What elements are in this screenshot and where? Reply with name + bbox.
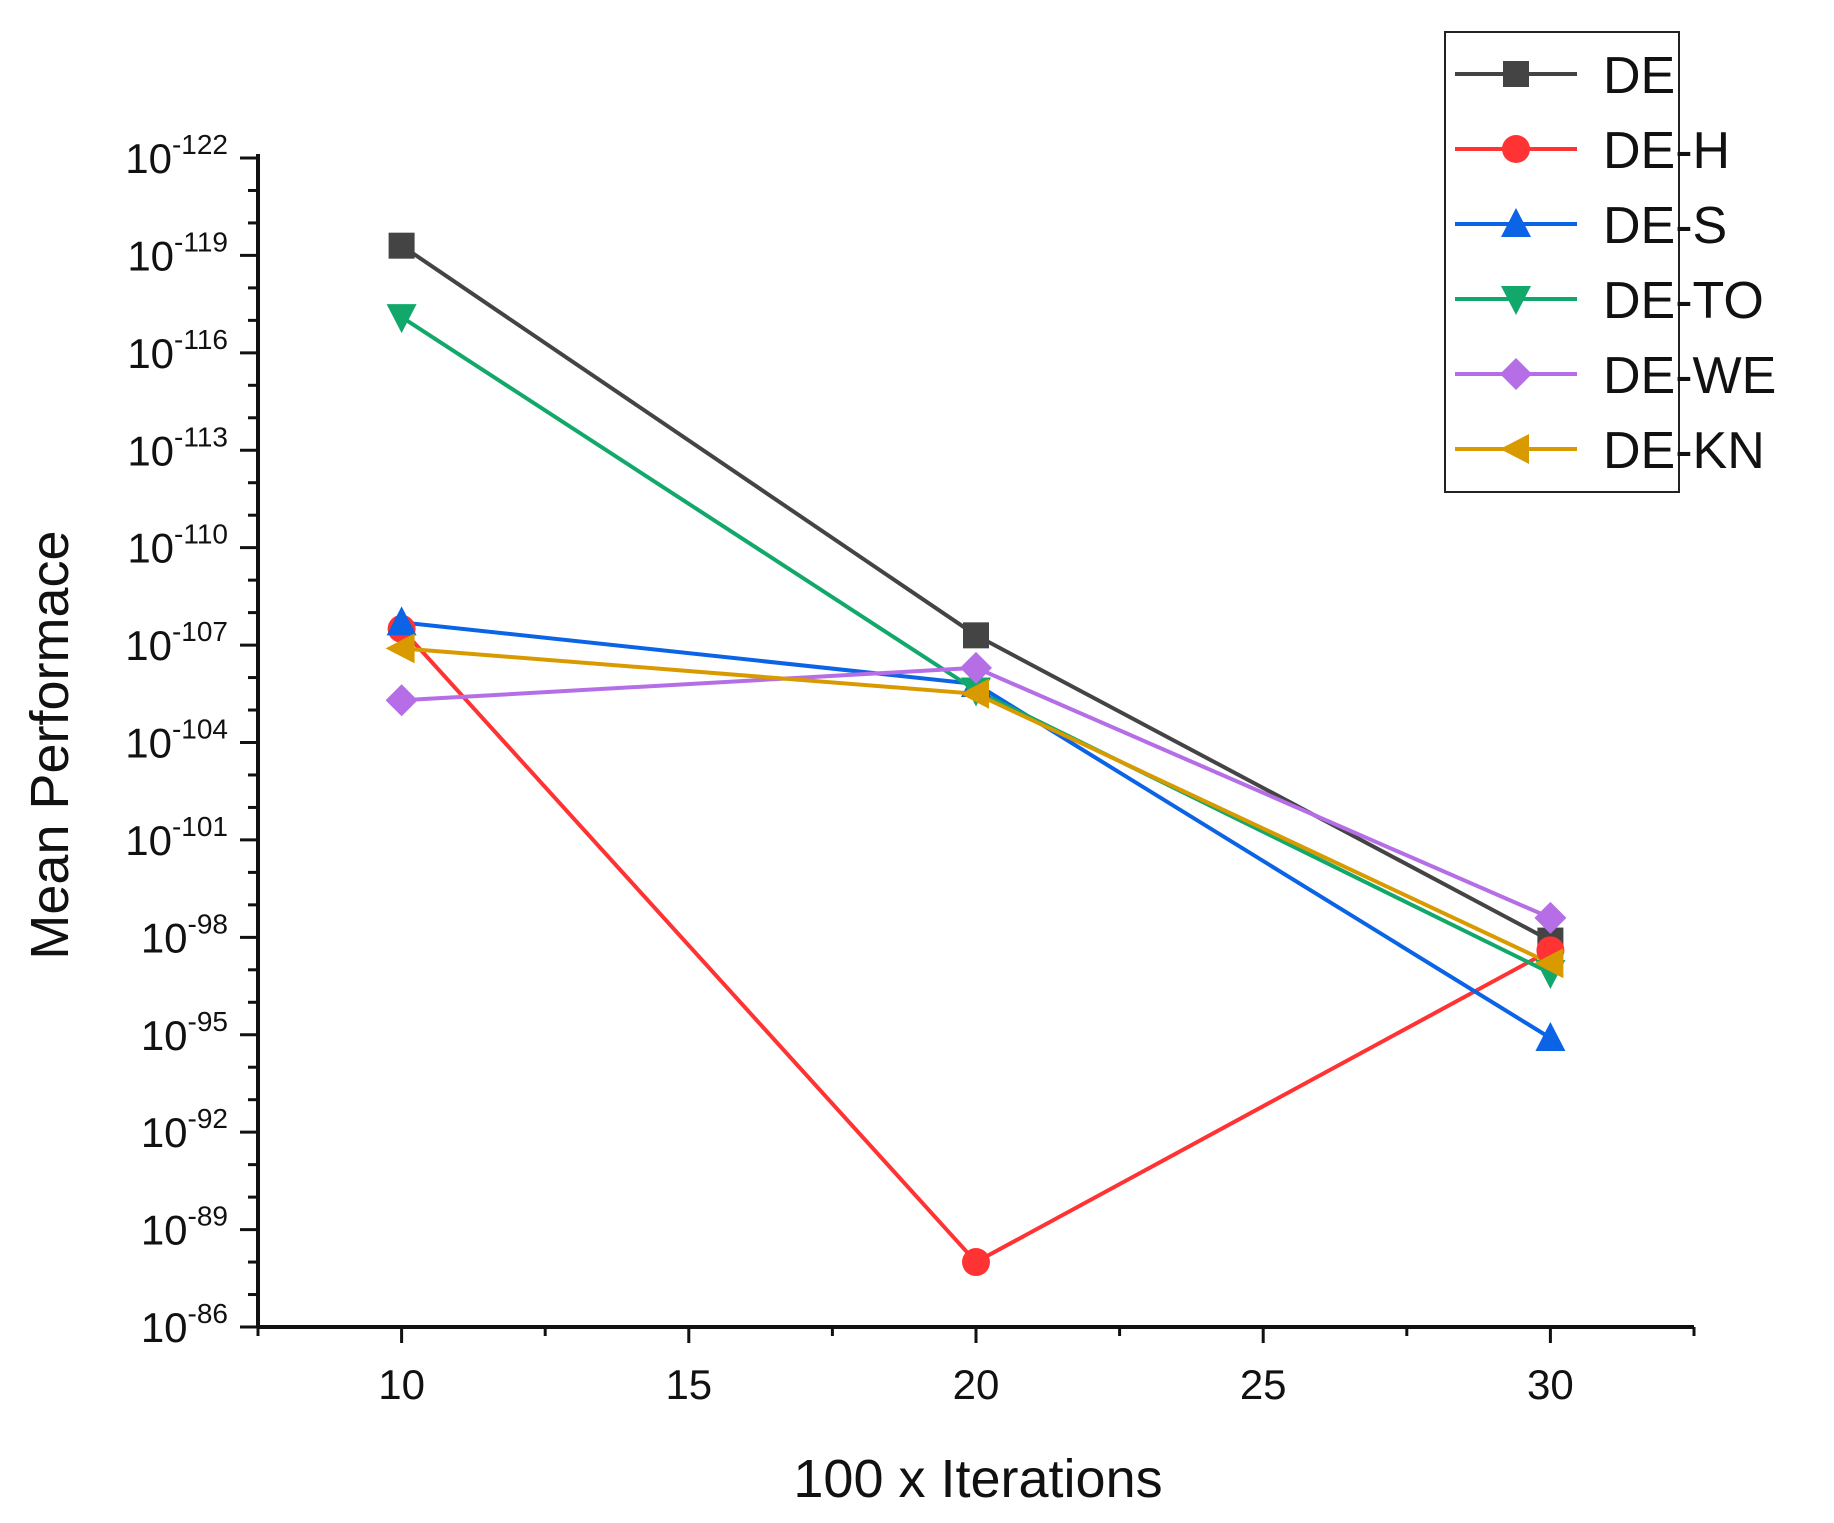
legend-marker-de-to [1501, 286, 1531, 315]
y-tick-label: 10-113 [127, 421, 228, 474]
data-point-de-we-30 [1534, 901, 1567, 934]
y-tick-label: 10-104 [125, 714, 228, 767]
series-lines [400, 244, 1552, 1265]
y-tick-base: 10 [125, 720, 172, 767]
y-tick-label: 10-101 [125, 811, 228, 864]
legend-label-de-s: DE-S [1603, 197, 1727, 255]
data-point-de-s-10 [386, 606, 417, 636]
y-tick-base: 10 [127, 525, 174, 572]
x-axis-ticks: 10 15 20 25 30 [256, 1327, 1696, 1408]
legend-box [1444, 31, 1680, 493]
legend-item-de-we: DE-WE [1455, 347, 1776, 405]
legend-label-de-to: DE-TO [1603, 272, 1764, 330]
y-tick-base: 10 [141, 1109, 188, 1156]
legend-label-de: DE [1603, 47, 1675, 105]
legend-marker-de [1503, 61, 1529, 87]
y-tick-base: 10 [141, 1207, 188, 1254]
legend-marker-de-h [1502, 135, 1530, 163]
y-tick-exponent: -92 [188, 1103, 228, 1134]
y-tick-base: 10 [127, 427, 174, 474]
data-point-de-20 [963, 622, 989, 649]
y-tick-base: 10 [127, 330, 174, 377]
data-point-de-kn-30 [1534, 948, 1564, 979]
data-point-de-10 [388, 232, 415, 259]
y-tick-label: 10-98 [141, 908, 228, 961]
legend-marker-de-kn [1500, 434, 1529, 464]
series-line-de-h [400, 627, 1552, 1265]
legend-item-de-s: DE-S [1455, 197, 1727, 255]
y-tick-base: 10 [141, 1012, 188, 1059]
legend-item-de-kn: DE-KN [1455, 422, 1765, 480]
y-tick-base: 10 [127, 232, 174, 279]
legend-label-de-h: DE-H [1603, 122, 1730, 180]
y-tick-label: 10-89 [141, 1201, 228, 1254]
legend-label-de-we: DE-WE [1603, 347, 1776, 405]
data-point-de-we-10 [385, 684, 418, 717]
y-tick-exponent: -113 [174, 421, 228, 452]
x-axis-title: 100 x Iterations [793, 1449, 1162, 1509]
legend-item-de-h: DE-H [1455, 122, 1730, 180]
legend-item-de: DE [1455, 47, 1675, 105]
y-tick-base: 10 [125, 817, 172, 864]
y-tick-label: 10-95 [141, 1006, 228, 1059]
data-point-de-kn-20 [960, 678, 989, 709]
legend-marker-de-s [1501, 208, 1531, 237]
y-tick-exponent: -98 [188, 908, 228, 939]
data-point-de-s-30 [1535, 1021, 1566, 1051]
x-tick-label: 10 [378, 1361, 425, 1408]
series-markers [385, 232, 1567, 1277]
y-tick-exponent: -86 [188, 1298, 228, 1329]
legend-label-de-kn: DE-KN [1603, 422, 1765, 480]
x-tick-label: 15 [665, 1361, 712, 1408]
data-point-de-to-10 [386, 304, 417, 334]
y-tick-base: 10 [141, 1304, 188, 1351]
y-tick-exponent: -107 [172, 616, 228, 647]
y-tick-label: 10-122 [125, 129, 228, 182]
y-axis-title: Mean Performace [20, 530, 80, 959]
y-tick-exponent: -104 [172, 714, 228, 745]
y-tick-exponent: -122 [172, 129, 228, 160]
y-tick-base: 10 [141, 914, 188, 961]
x-tick-label: 25 [1240, 1361, 1287, 1408]
y-tick-label: 10-110 [127, 519, 228, 572]
y-tick-label: 10-92 [141, 1103, 228, 1156]
legend-item-de-to: DE-TO [1455, 272, 1764, 330]
x-tick-label: 20 [953, 1361, 1000, 1408]
y-tick-exponent: -95 [188, 1006, 228, 1037]
data-point-de-we-20 [960, 651, 992, 684]
x-tick-label: 30 [1527, 1361, 1574, 1408]
y-tick-exponent: -101 [172, 811, 228, 842]
series-line-de [400, 244, 1552, 943]
data-point-de-h-20 [962, 1248, 990, 1277]
y-tick-label: 10-119 [127, 226, 228, 279]
legend-marker-de-we [1500, 358, 1532, 390]
y-tick-exponent: -119 [174, 226, 228, 257]
y-tick-exponent: -110 [174, 519, 228, 550]
y-tick-label: 10-107 [125, 616, 228, 669]
y-axis-ticks: 10-12210-11910-11610-11310-11010-10710-1… [125, 129, 258, 1351]
y-tick-base: 10 [125, 135, 172, 182]
y-tick-label: 10-116 [127, 324, 228, 377]
y-tick-label: 10-86 [141, 1298, 228, 1351]
y-tick-exponent: -89 [188, 1201, 228, 1232]
legend: DE DE-H DE-S DE-TO DE-WE DE-KN [1444, 31, 1776, 493]
y-tick-exponent: -116 [174, 324, 228, 355]
data-point-de-kn-10 [385, 633, 415, 664]
y-tick-base: 10 [125, 622, 172, 669]
